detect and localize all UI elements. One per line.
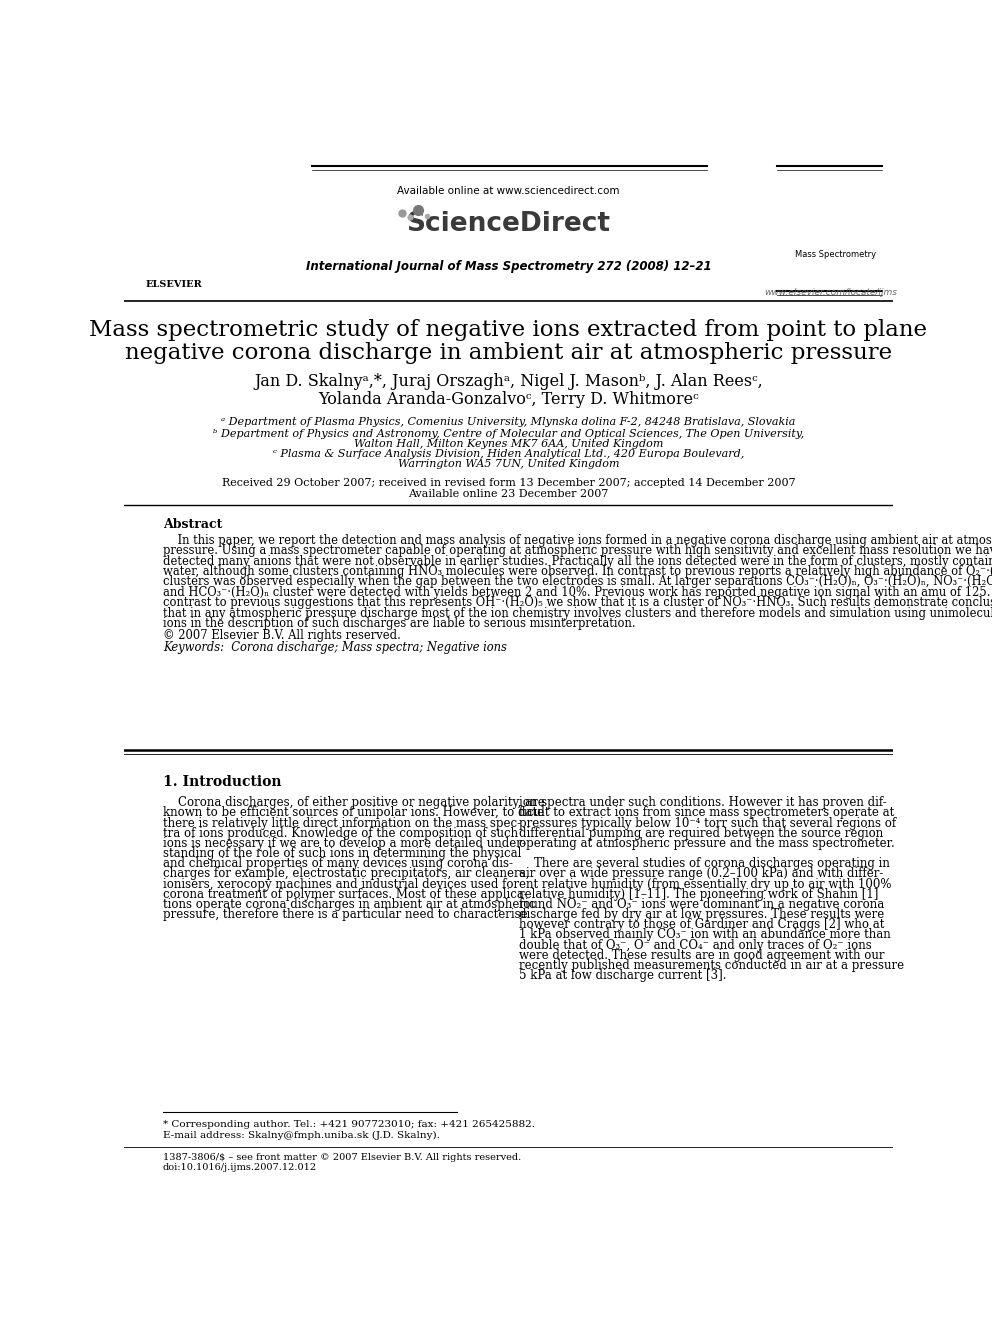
Text: ᵃ Department of Plasma Physics, Comenius University, Mlynska dolina F-2, 84248 B: ᵃ Department of Plasma Physics, Comenius…: [221, 418, 796, 427]
Text: ELSEVIER: ELSEVIER: [146, 280, 202, 290]
Text: corona treatment of polymer surfaces. Most of these applica-: corona treatment of polymer surfaces. Mo…: [163, 888, 528, 901]
Text: International Journal of Mass Spectrometry 272 (2008) 12–21: International Journal of Mass Spectromet…: [306, 261, 711, 274]
Text: standing of the role of such ions in determining the physical: standing of the role of such ions in det…: [163, 847, 521, 860]
Text: Jan D. Skalnyᵃ,*, Juraj Orszaghᵃ, Nigel J. Masonᵇ, J. Alan Reesᶜ,: Jan D. Skalnyᵃ,*, Juraj Orszaghᵃ, Nigel …: [254, 373, 763, 390]
Text: known to be efficient sources of unipolar ions. However, to date: known to be efficient sources of unipola…: [163, 807, 544, 819]
Text: Available online 23 December 2007: Available online 23 December 2007: [409, 490, 608, 499]
Text: Keywords:  Corona discharge; Mass spectra; Negative ions: Keywords: Corona discharge; Mass spectra…: [163, 642, 507, 654]
Text: ficult to extract ions from since mass spectrometers operate at: ficult to extract ions from since mass s…: [519, 807, 895, 819]
Text: however contrary to those of Gardiner and Craggs [2] who at: however contrary to those of Gardiner an…: [519, 918, 885, 931]
Text: and chemical properties of many devices using corona dis-: and chemical properties of many devices …: [163, 857, 513, 871]
Text: 1387-3806/$ – see front matter © 2007 Elsevier B.V. All rights reserved.: 1387-3806/$ – see front matter © 2007 El…: [163, 1152, 521, 1162]
Text: ent relative humidity (from essentially dry up to air with 100%: ent relative humidity (from essentially …: [519, 877, 892, 890]
Text: In this paper, we report the detection and mass analysis of negative ions formed: In this paper, we report the detection a…: [163, 533, 992, 546]
Text: operating at atmospheric pressure and the mass spectrometer.: operating at atmospheric pressure and th…: [519, 837, 895, 849]
Text: Mass Spectrometry: Mass Spectrometry: [795, 250, 876, 258]
Text: Walton Hall, Milton Keynes MK7 6AA, United Kingdom: Walton Hall, Milton Keynes MK7 6AA, Unit…: [354, 439, 663, 448]
Text: Available online at www.sciencedirect.com: Available online at www.sciencedirect.co…: [397, 187, 620, 197]
Text: and HCO₃⁻·(H₂O)ₙ cluster were detected with yields between 2 and 10%. Previous w: and HCO₃⁻·(H₂O)ₙ cluster were detected w…: [163, 586, 992, 599]
Text: were detected. These results are in good agreement with our: were detected. These results are in good…: [519, 949, 885, 962]
Text: clusters was observed especially when the gap between the two electrodes is smal: clusters was observed especially when th…: [163, 576, 992, 589]
Text: ionisers, xerocopy machines and industrial devices used for: ionisers, xerocopy machines and industri…: [163, 877, 519, 890]
Text: Mass spectrometric study of negative ions extracted from point to plane: Mass spectrometric study of negative ion…: [89, 319, 928, 341]
Text: © 2007 Elsevier B.V. All rights reserved.: © 2007 Elsevier B.V. All rights reserved…: [163, 628, 401, 642]
Text: double that of O₃⁻, O⁻ and CO₄⁻ and only traces of O₂⁻ ions: double that of O₃⁻, O⁻ and CO₄⁻ and only…: [519, 938, 872, 951]
Text: Corona discharges, of either positive or negative polarity, are: Corona discharges, of either positive or…: [163, 796, 545, 810]
Text: There are several studies of corona discharges operating in: There are several studies of corona disc…: [519, 857, 890, 871]
Text: Yolanda Aranda-Gonzalvoᶜ, Terry D. Whitmoreᶜ: Yolanda Aranda-Gonzalvoᶜ, Terry D. Whitm…: [318, 390, 698, 407]
Text: contrast to previous suggestions that this represents OH⁻·(H₂O)₅ we show that it: contrast to previous suggestions that th…: [163, 597, 992, 609]
Text: tions operate corona discharges in ambient air at atmospheric: tions operate corona discharges in ambie…: [163, 898, 535, 912]
Text: E-mail address: Skalny@fmph.uniba.sk (J.D. Skalny).: E-mail address: Skalny@fmph.uniba.sk (J.…: [163, 1130, 439, 1139]
Text: pressure, therefore there is a particular need to characterise: pressure, therefore there is a particula…: [163, 908, 528, 921]
Text: www.elsevier.com/locate/ijms: www.elsevier.com/locate/ijms: [764, 288, 898, 298]
Text: Received 29 October 2007; received in revised form 13 December 2007; accepted 14: Received 29 October 2007; received in re…: [221, 479, 796, 488]
Text: Warrington WA5 7UN, United Kingdom: Warrington WA5 7UN, United Kingdom: [398, 459, 619, 470]
Text: 5 kPa at low discharge current [3].: 5 kPa at low discharge current [3].: [519, 970, 727, 982]
Text: Abstract: Abstract: [163, 519, 222, 532]
Text: differential pumping are required between the source region: differential pumping are required betwee…: [519, 827, 884, 840]
Text: negative corona discharge in ambient air at atmospheric pressure: negative corona discharge in ambient air…: [125, 343, 892, 364]
Text: ions in the description of such discharges are liable to serious misinterpretati: ions in the description of such discharg…: [163, 617, 635, 630]
Text: pressures typically below 10⁻⁴ torr such that several regions of: pressures typically below 10⁻⁴ torr such…: [519, 816, 897, 830]
Text: ᵇ Department of Physics and Astronomy, Centre of Molecular and Optical Sciences,: ᵇ Department of Physics and Astronomy, C…: [213, 429, 804, 439]
Text: ScienceDirect: ScienceDirect: [407, 212, 610, 237]
Text: water, although some clusters containing HNO₃ molecules were observed. In contra: water, although some clusters containing…: [163, 565, 992, 578]
Text: ᶜ Plasma & Surface Analysis Division, Hiden Analytical Ltd., 420 Europa Boulevar: ᶜ Plasma & Surface Analysis Division, Hi…: [273, 448, 744, 459]
Text: there is relatively little direct information on the mass spec-: there is relatively little direct inform…: [163, 816, 521, 830]
Text: tra of ions produced. Knowledge of the composition of such: tra of ions produced. Knowledge of the c…: [163, 827, 518, 840]
Text: recently published measurements conducted in air at a pressure: recently published measurements conducte…: [519, 959, 905, 972]
Text: detected many anions that were not observable in earlier studies. Practically al: detected many anions that were not obser…: [163, 554, 992, 568]
Text: ions is necessary if we are to develop a more detailed under-: ions is necessary if we are to develop a…: [163, 837, 526, 849]
Text: 1 kPa observed mainly CO₃⁻ ion with an abundance more than: 1 kPa observed mainly CO₃⁻ ion with an a…: [519, 929, 891, 942]
Text: pressure. Using a mass spectrometer capable of operating at atmospheric pressure: pressure. Using a mass spectrometer capa…: [163, 544, 992, 557]
Text: discharge fed by dry air at low pressures. These results were: discharge fed by dry air at low pressure…: [519, 908, 885, 921]
Text: relative humidity) [1–11]. The pioneering work of Shahin [1]: relative humidity) [1–11]. The pioneerin…: [519, 888, 879, 901]
Text: 1. Introduction: 1. Introduction: [163, 775, 282, 789]
Text: charges for example, electrostatic precipitators, air cleaners,: charges for example, electrostatic preci…: [163, 868, 529, 881]
Text: * Corresponding author. Tel.: +421 907723010; fax: +421 265425882.: * Corresponding author. Tel.: +421 90772…: [163, 1119, 535, 1129]
Text: air over a wide pressure range (0.2–100 kPa) and with differ-: air over a wide pressure range (0.2–100 …: [519, 868, 884, 881]
Text: doi:10.1016/j.ijms.2007.12.012: doi:10.1016/j.ijms.2007.12.012: [163, 1163, 316, 1172]
Text: found NO₂⁻ and O₃⁻ ions were dominant in a negative corona: found NO₂⁻ and O₃⁻ ions were dominant in…: [519, 898, 885, 912]
Text: that in any atmospheric pressure discharge most of the ion chemistry involves cl: that in any atmospheric pressure dischar…: [163, 606, 992, 619]
Text: ion spectra under such conditions. However it has proven dif-: ion spectra under such conditions. Howev…: [519, 796, 887, 810]
